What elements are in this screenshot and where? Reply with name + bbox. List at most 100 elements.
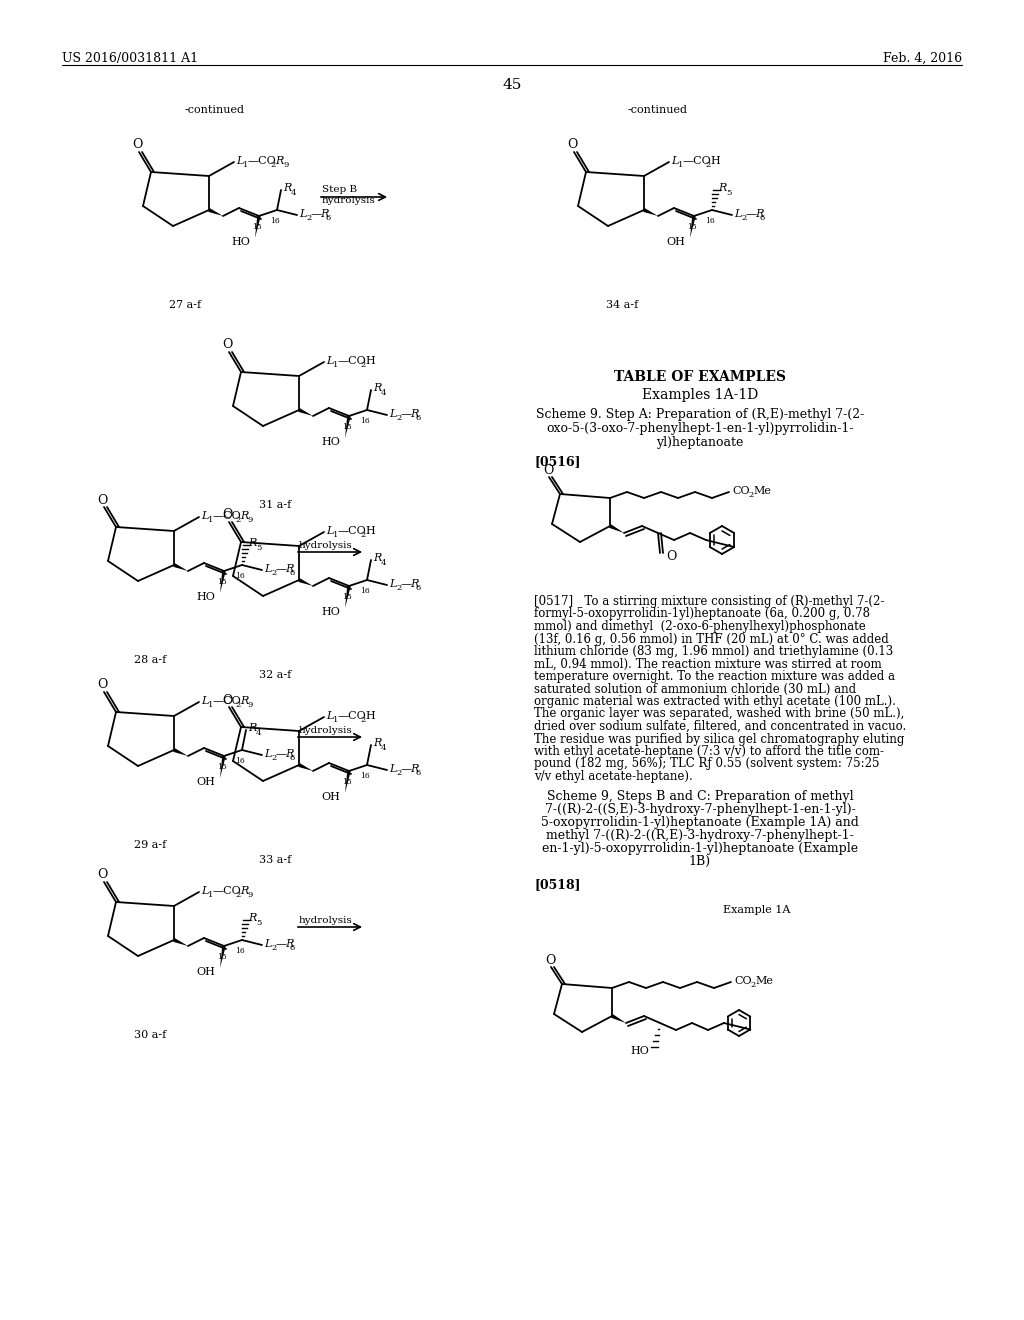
Text: -continued: -continued xyxy=(185,106,245,115)
Text: organic material was extracted with ethyl acetate (100 mL.).: organic material was extracted with ethy… xyxy=(534,696,896,708)
Polygon shape xyxy=(298,763,313,771)
Text: 9: 9 xyxy=(248,516,253,524)
Text: CO: CO xyxy=(732,486,750,496)
Text: 2: 2 xyxy=(705,161,711,169)
Polygon shape xyxy=(173,564,188,572)
Text: L: L xyxy=(264,939,271,949)
Text: OH: OH xyxy=(667,238,685,247)
Polygon shape xyxy=(345,771,351,793)
Text: R: R xyxy=(240,886,249,896)
Text: 1: 1 xyxy=(333,531,338,539)
Text: H: H xyxy=(710,156,720,166)
Text: TABLE OF EXAMPLES: TABLE OF EXAMPLES xyxy=(614,370,786,384)
Text: 5: 5 xyxy=(256,544,261,552)
Text: L: L xyxy=(326,711,334,721)
Text: 16: 16 xyxy=(360,417,370,425)
Text: R: R xyxy=(240,511,249,521)
Text: 27 a-f: 27 a-f xyxy=(169,300,201,310)
Text: 1: 1 xyxy=(208,701,213,709)
Polygon shape xyxy=(611,1014,626,1023)
Polygon shape xyxy=(220,570,225,593)
Text: dried over sodium sulfate, filtered, and concentrated in vacuo.: dried over sodium sulfate, filtered, and… xyxy=(534,719,906,733)
Text: [0517]   To a stirring mixture consisting of (R)-methyl 7-(2-: [0517] To a stirring mixture consisting … xyxy=(534,595,885,609)
Text: 15: 15 xyxy=(217,578,227,586)
Text: —CO: —CO xyxy=(213,511,242,521)
Text: 7-((R)-2-((S,E)-3-hydroxy-7-phenylhept-1-en-1-yl)-: 7-((R)-2-((S,E)-3-hydroxy-7-phenylhept-1… xyxy=(545,803,855,816)
Text: 2: 2 xyxy=(741,214,746,222)
Text: 2: 2 xyxy=(271,569,276,577)
Text: L: L xyxy=(236,156,244,166)
Text: L: L xyxy=(201,511,208,521)
Text: L: L xyxy=(326,525,334,536)
Text: formyl-5-oxopyrrolidin-1yl)heptanoate (6a, 0.200 g, 0.78: formyl-5-oxopyrrolidin-1yl)heptanoate (6… xyxy=(534,607,870,620)
Text: 1: 1 xyxy=(678,161,683,169)
Text: —CO: —CO xyxy=(683,156,712,166)
Text: 2: 2 xyxy=(234,701,241,709)
Text: 2: 2 xyxy=(360,715,366,723)
Text: O: O xyxy=(222,338,232,351)
Text: 4: 4 xyxy=(381,389,386,397)
Text: The organic layer was separated, washed with brine (50 mL.),: The organic layer was separated, washed … xyxy=(534,708,904,721)
Text: 45: 45 xyxy=(503,78,521,92)
Text: HO: HO xyxy=(231,238,251,247)
Text: 2: 2 xyxy=(360,360,366,370)
Text: —CO: —CO xyxy=(338,525,367,536)
Text: hydrolysis: hydrolysis xyxy=(299,541,352,550)
Text: 15: 15 xyxy=(342,777,352,785)
Text: 1B): 1B) xyxy=(689,855,711,869)
Text: L: L xyxy=(264,748,271,759)
Text: 28 a-f: 28 a-f xyxy=(134,655,166,665)
Text: temperature overnight. To the reaction mixture was added a: temperature overnight. To the reaction m… xyxy=(534,671,895,682)
Text: H: H xyxy=(365,525,375,536)
Text: —R: —R xyxy=(276,564,296,574)
Text: 2: 2 xyxy=(396,770,401,777)
Text: -continued: -continued xyxy=(628,106,688,115)
Text: 16: 16 xyxy=(360,587,370,595)
Text: methyl 7-((R)-2-((R,E)-3-hydroxy-7-phenylhept-1-: methyl 7-((R)-2-((R,E)-3-hydroxy-7-pheny… xyxy=(546,829,854,842)
Text: HO: HO xyxy=(631,1045,649,1056)
Text: 2: 2 xyxy=(396,414,401,422)
Text: saturated solution of ammonium chloride (30 mL) and: saturated solution of ammonium chloride … xyxy=(534,682,856,696)
Text: oxo-5-(3-oxo-7-phenylhept-1-en-1-yl)pyrrolidin-1-: oxo-5-(3-oxo-7-phenylhept-1-en-1-yl)pyrr… xyxy=(546,422,854,436)
Text: O: O xyxy=(222,508,232,521)
Text: hydrolysis: hydrolysis xyxy=(299,916,352,925)
Text: Me: Me xyxy=(755,975,773,986)
Text: 2: 2 xyxy=(306,214,311,222)
Text: O: O xyxy=(97,678,108,692)
Text: 29 a-f: 29 a-f xyxy=(134,840,166,850)
Text: Example 1A: Example 1A xyxy=(723,906,790,915)
Text: —CO: —CO xyxy=(213,886,242,896)
Text: R: R xyxy=(248,913,256,923)
Polygon shape xyxy=(220,945,225,968)
Text: 1: 1 xyxy=(208,891,213,899)
Text: —CO: —CO xyxy=(338,711,367,721)
Text: 15: 15 xyxy=(687,223,697,231)
Text: 31 a-f: 31 a-f xyxy=(259,500,291,510)
Text: O: O xyxy=(97,869,108,882)
Text: R: R xyxy=(240,696,249,706)
Text: yl)heptanoate: yl)heptanoate xyxy=(656,436,743,449)
Text: CO: CO xyxy=(734,975,752,986)
Text: en-1-yl)-5-oxopyrrolidin-1-yl)heptanoate (Example: en-1-yl)-5-oxopyrrolidin-1-yl)heptanoate… xyxy=(542,842,858,855)
Text: Me: Me xyxy=(753,486,771,496)
Text: 30 a-f: 30 a-f xyxy=(134,1030,166,1040)
Text: 15: 15 xyxy=(342,593,352,601)
Text: R: R xyxy=(373,553,381,564)
Text: L: L xyxy=(734,209,741,219)
Text: 1: 1 xyxy=(333,360,338,370)
Text: [0516]: [0516] xyxy=(534,455,581,469)
Text: Examples 1A-1D: Examples 1A-1D xyxy=(642,388,758,403)
Polygon shape xyxy=(255,215,261,238)
Text: 1: 1 xyxy=(333,715,338,723)
Text: —R: —R xyxy=(276,748,296,759)
Text: 6: 6 xyxy=(290,754,295,762)
Text: 2: 2 xyxy=(270,161,275,169)
Polygon shape xyxy=(298,408,313,416)
Text: 6: 6 xyxy=(415,414,420,422)
Polygon shape xyxy=(609,524,624,533)
Text: 4: 4 xyxy=(381,744,386,752)
Text: 15: 15 xyxy=(217,953,227,961)
Text: 16: 16 xyxy=(236,946,245,954)
Text: 4: 4 xyxy=(381,558,386,568)
Polygon shape xyxy=(643,209,658,216)
